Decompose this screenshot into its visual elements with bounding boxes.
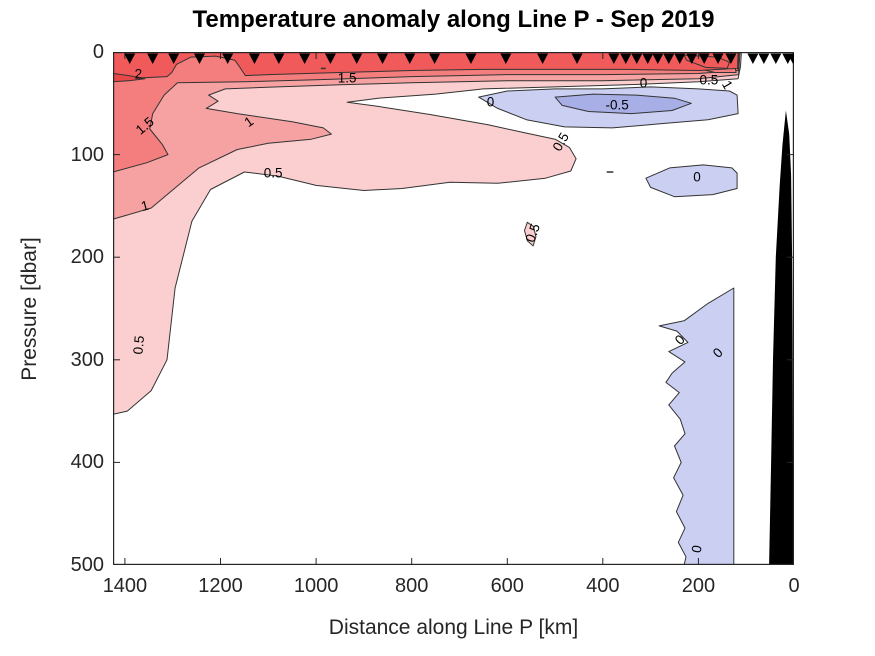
contour-label: 2 [134, 65, 143, 81]
station-marker-icon [663, 53, 675, 64]
y-tick-label: 500 [70, 554, 104, 576]
station-marker-icon [429, 53, 441, 64]
y-tick-label: 0 [92, 41, 104, 63]
x-tick-label: 1400 [102, 575, 148, 597]
station-marker-icon [537, 53, 549, 64]
station-marker-icon [248, 53, 260, 64]
station-marker-icon [324, 53, 336, 64]
station-marker-icon [168, 53, 180, 64]
station-marker-icon [698, 53, 710, 64]
contour-label: 0.5 [130, 335, 148, 356]
contour-label: 0.5 [699, 71, 719, 87]
station-marker-icon [631, 53, 643, 64]
station-marker-icon [193, 53, 205, 64]
station-marker-icon [147, 53, 159, 64]
x-axis-label: Distance along Line P [km] [328, 616, 579, 639]
plot-area [113, 52, 794, 565]
station-marker-icon [465, 53, 477, 64]
contour-label: 0 [688, 543, 705, 554]
x-tick-label: 600 [490, 575, 524, 597]
station-marker-icon [686, 53, 698, 64]
contour-region-anomaly-le-0-mid [645, 164, 738, 198]
y-tick-label: 200 [70, 246, 104, 269]
station-marker-icon [500, 53, 512, 64]
station-marker-icon [571, 53, 583, 64]
station-marker-icon [351, 53, 363, 64]
station-marker-icon [725, 53, 737, 64]
station-marker-icon [608, 53, 620, 64]
contour-label: 0 [639, 75, 648, 91]
contour-region-anomaly-ge-0.5-blob [524, 221, 537, 247]
station-marker-icon [712, 53, 724, 64]
station-marker-icon [770, 53, 782, 64]
station-marker-icon [652, 53, 664, 64]
contour-label: 0.5 [263, 165, 283, 181]
x-tick-label: 1200 [198, 575, 243, 597]
y-tick-label: 300 [70, 348, 104, 371]
station-marker-icon [377, 53, 389, 64]
y-tick-label: 100 [70, 143, 104, 166]
bathymetry-shape [769, 110, 793, 565]
station-marker-icon [124, 53, 136, 64]
station-marker-icon [747, 53, 759, 64]
contour-label: -0.5 [605, 97, 629, 113]
contour-region-anomaly-ge-2 [113, 52, 739, 80]
contour-region-anomaly-ge-2.5-sliver [113, 73, 146, 83]
y-tick-label: 400 [70, 451, 104, 474]
chart-title: Temperature anomaly along Line P - Sep 2… [192, 6, 715, 33]
x-tick-label: 0 [788, 575, 800, 597]
contour-label: 0 [486, 94, 495, 110]
contour-label: 1.5 [337, 69, 357, 85]
x-tick-label: 800 [394, 575, 429, 597]
x-tick-label: 400 [586, 575, 620, 597]
station-marker-icon [222, 53, 234, 64]
y-axis-label: Pressure [dbar] [18, 237, 41, 381]
axes-frame [113, 52, 794, 565]
x-tick-label: 200 [681, 575, 716, 597]
contour-label: 0 [693, 169, 701, 185]
station-marker-icon [273, 53, 285, 64]
x-tick-label: 1000 [293, 575, 339, 597]
station-marker-icon [620, 53, 632, 64]
station-marker-icon [642, 53, 654, 64]
station-marker-icon [674, 53, 686, 64]
contour-region-anomaly-le-0-deep [658, 287, 735, 565]
station-marker-icon [404, 53, 416, 64]
station-marker-icon [758, 53, 770, 64]
station-marker-icon [299, 53, 311, 64]
contour-region-anomaly-le-m0.5 [554, 93, 692, 115]
station-marker-icon [787, 53, 794, 64]
